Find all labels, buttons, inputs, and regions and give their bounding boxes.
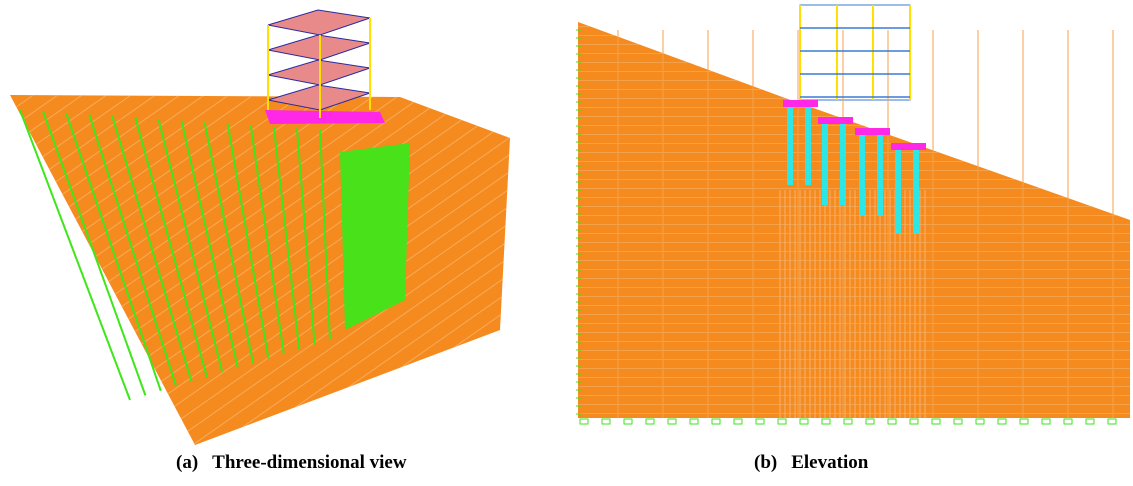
support (800, 419, 808, 424)
support (998, 419, 1006, 424)
support (690, 419, 698, 424)
elevation-model (576, 5, 1130, 424)
caption-b: (b) Elevation (754, 452, 882, 474)
support (756, 419, 764, 424)
pile-cap (265, 110, 385, 124)
figure-page: {"figure": {"panels": [ {"label": "(a)",… (0, 0, 1133, 486)
floor (268, 10, 370, 35)
pile (840, 124, 846, 205)
pile-group (340, 143, 410, 330)
support (1064, 419, 1072, 424)
pile (913, 150, 919, 233)
pile-cap (818, 117, 853, 124)
support (1108, 419, 1116, 424)
mesh-lines (10, 95, 510, 445)
support (778, 419, 786, 424)
support (954, 419, 962, 424)
support (844, 419, 852, 424)
panel-label: (b) (754, 452, 777, 473)
support (646, 419, 654, 424)
pile-cap (783, 100, 818, 107)
caption-a: (a) Three-dimensional view (176, 452, 421, 474)
pile (805, 107, 811, 185)
panel-caption: Three-dimensional view (212, 452, 406, 473)
support (668, 419, 676, 424)
support (734, 419, 742, 424)
support (602, 419, 610, 424)
support (932, 419, 940, 424)
support (1042, 419, 1050, 424)
building-frame (800, 5, 910, 100)
support (1086, 419, 1094, 424)
support (910, 419, 918, 424)
mesh-lines (578, 22, 1130, 418)
pile-cap (855, 128, 890, 135)
pile (822, 124, 828, 205)
support (580, 419, 588, 424)
pile (877, 135, 883, 215)
pile (859, 135, 865, 215)
panel-label: (a) (176, 452, 198, 473)
support (976, 419, 984, 424)
figure-images (0, 0, 1133, 450)
pile-cap (891, 143, 926, 150)
pile (787, 107, 793, 185)
support (712, 419, 720, 424)
support (624, 419, 632, 424)
support (822, 419, 830, 424)
support (866, 419, 874, 424)
pile (895, 150, 901, 233)
support (1020, 419, 1028, 424)
panel-caption: Elevation (791, 452, 868, 473)
three-dimensional-model (10, 95, 510, 445)
support (888, 419, 896, 424)
